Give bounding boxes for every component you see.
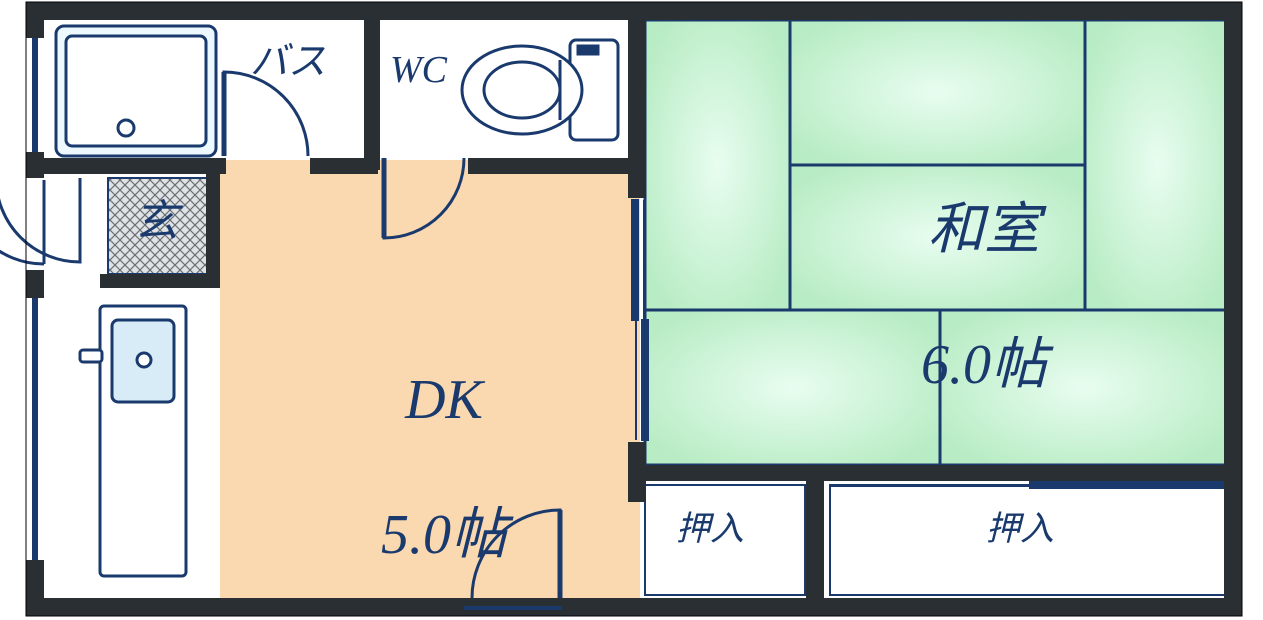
bath-label: バス (250, 40, 326, 86)
bathtub-icon (56, 26, 216, 156)
closet2-label: 押入 (986, 510, 1054, 551)
entry-label: 玄 (134, 196, 178, 249)
washitsu-name: 和室 (928, 199, 1040, 261)
closet1-label: 押入 (676, 510, 744, 551)
dk-size: 5.0帖 (381, 504, 507, 566)
dk-label: DK 5.0帖 (300, 300, 560, 569)
dk-name: DK (405, 369, 483, 431)
toilet-icon (462, 40, 618, 140)
washitsu-label: 和室 6.0帖 (790, 130, 1150, 399)
floorplan-canvas: バス WC 玄 DK 5.0帖 和室 6.0帖 押入 押入 (0, 0, 1263, 620)
washitsu-size: 6.0帖 (921, 334, 1047, 396)
wc-label: WC (390, 48, 447, 94)
